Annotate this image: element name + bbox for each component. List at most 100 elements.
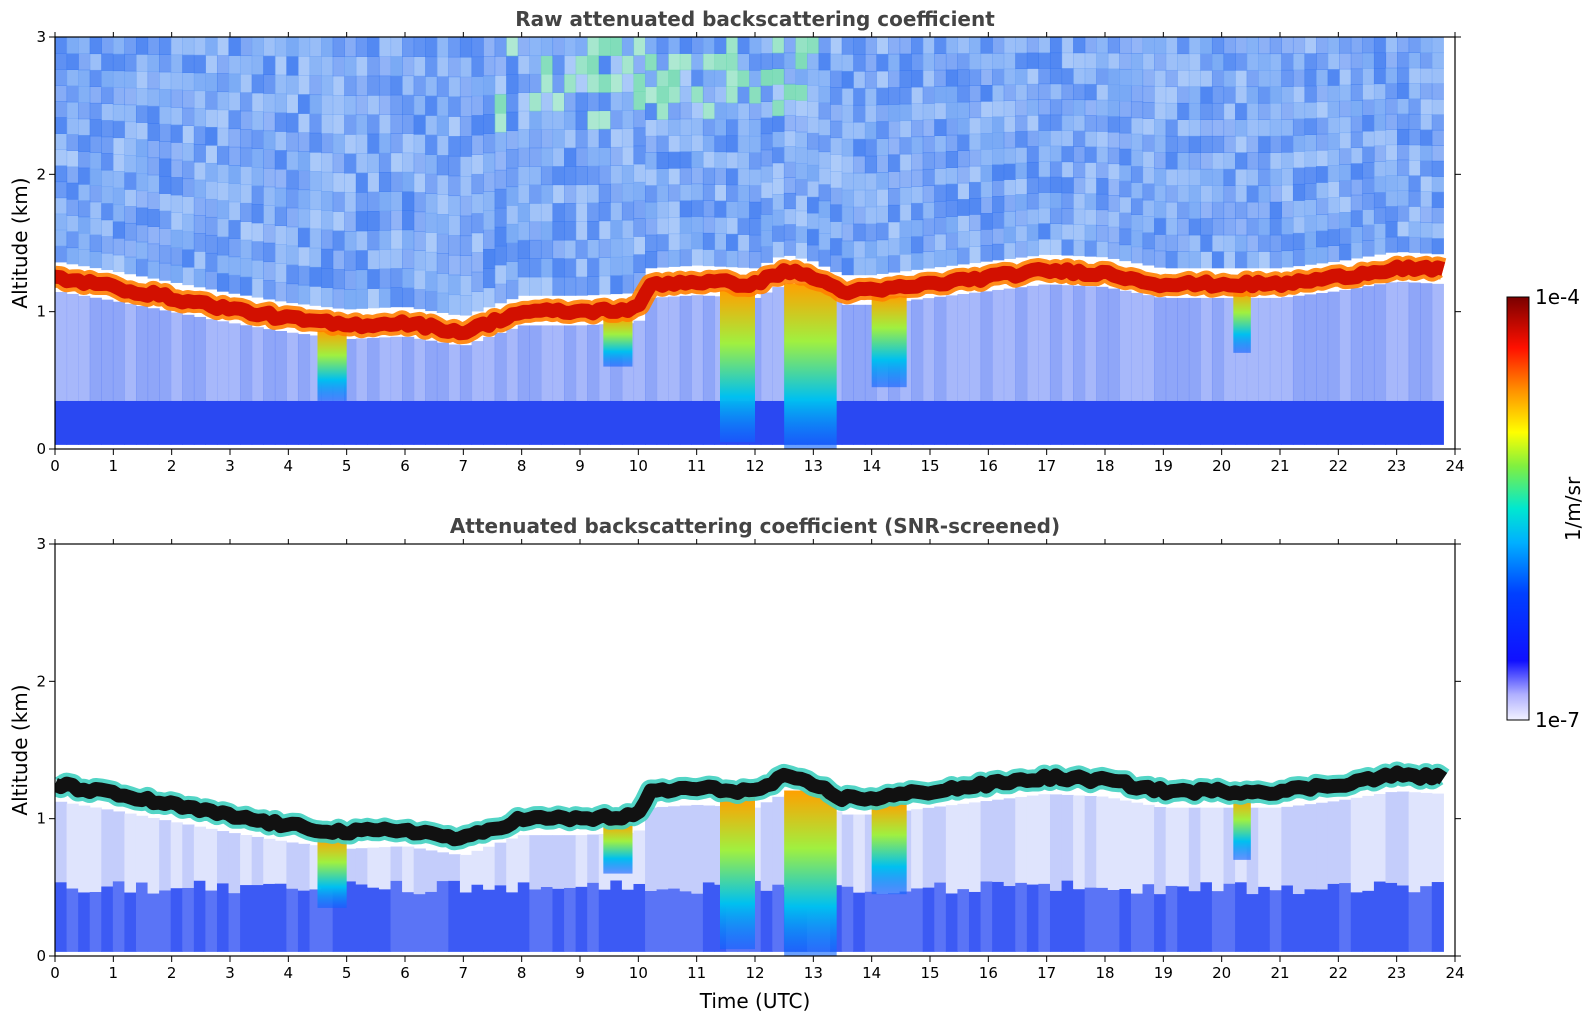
sky-noise-cell bbox=[945, 37, 959, 54]
sky-noise-cell bbox=[1316, 117, 1329, 135]
sky-noise-cell bbox=[1165, 102, 1178, 120]
sky-noise-cell bbox=[911, 236, 924, 254]
sky-noise-cell bbox=[216, 182, 230, 201]
sky-noise-cell bbox=[124, 87, 137, 106]
sky-noise-cell bbox=[216, 272, 230, 292]
sky-noise-cell bbox=[378, 133, 392, 154]
surface-layer-cell bbox=[621, 400, 635, 445]
sky-noise-cell bbox=[1038, 83, 1051, 100]
screened-mid-cell bbox=[436, 852, 449, 882]
colorbar: 1e-4 1e-7 1/m/sr bbox=[1506, 285, 1585, 732]
sky-noise-cell bbox=[934, 86, 947, 104]
sky-noise-cell bbox=[459, 215, 473, 237]
sky-noise-cell bbox=[1119, 132, 1132, 150]
sky-noise-cell bbox=[367, 95, 380, 115]
sky-noise-cell bbox=[807, 52, 820, 70]
boundary-layer-cell bbox=[112, 301, 126, 401]
sky-noise-cell bbox=[841, 70, 854, 89]
sky-noise-cell bbox=[506, 130, 519, 150]
screened-mid-cell bbox=[1420, 792, 1433, 887]
sky-noise-cell bbox=[205, 270, 218, 290]
sky-noise-cell bbox=[297, 189, 311, 210]
x-tick-label: 16 bbox=[979, 964, 998, 982]
sky-noise-cell bbox=[332, 191, 345, 212]
sky-noise-cell bbox=[402, 133, 415, 154]
sky-noise-cell bbox=[980, 213, 993, 230]
sky-noise-cell bbox=[55, 165, 68, 183]
x-tick-label: 1 bbox=[109, 964, 119, 982]
sky-noise-cell bbox=[89, 135, 102, 153]
sky-noise-cell bbox=[772, 84, 785, 101]
sky-noise-cell bbox=[772, 52, 785, 70]
sky-noise-cell bbox=[367, 37, 380, 57]
sky-noise-cell bbox=[135, 156, 149, 175]
sky-noise-cell bbox=[1049, 176, 1063, 193]
sky-noise-cell bbox=[1188, 102, 1201, 120]
boundary-layer-cell bbox=[1373, 284, 1387, 401]
sky-noise-cell bbox=[749, 251, 762, 269]
sky-noise-cell bbox=[911, 219, 924, 237]
sky-noise-cell bbox=[182, 54, 195, 73]
sky-noise-cell bbox=[344, 37, 357, 58]
sky-noise-cell bbox=[830, 137, 843, 155]
sky-noise-cell bbox=[853, 172, 866, 191]
x-tick-label: 17 bbox=[1037, 457, 1056, 475]
boundary-layer-cell bbox=[1211, 297, 1225, 401]
sky-noise-cell bbox=[1350, 163, 1363, 180]
sky-noise-cell bbox=[598, 238, 611, 258]
sky-noise-cell bbox=[552, 239, 565, 259]
sky-noise-cell bbox=[1211, 218, 1225, 236]
surface-layer-cell bbox=[1107, 400, 1120, 445]
sky-noise-cell bbox=[251, 166, 264, 187]
sky-noise-cell bbox=[726, 168, 739, 186]
cloud-layer-band bbox=[55, 259, 1446, 341]
sky-noise-cell bbox=[448, 294, 461, 315]
aerosol-layer-cell bbox=[517, 882, 530, 952]
sky-noise-cell bbox=[506, 111, 519, 132]
sky-noise-cell bbox=[1420, 222, 1433, 239]
sky-noise-cell bbox=[980, 197, 993, 214]
sky-noise-cell bbox=[934, 37, 947, 54]
sky-noise-cell bbox=[691, 183, 704, 201]
sky-noise-cell bbox=[1061, 68, 1074, 85]
sky-noise-cell bbox=[390, 56, 403, 77]
sky-noise-cell bbox=[459, 255, 473, 276]
sky-noise-cell bbox=[494, 37, 507, 57]
sky-noise-cell bbox=[367, 133, 380, 154]
sky-noise-cell bbox=[575, 147, 588, 167]
sky-noise-cell bbox=[714, 216, 727, 234]
screened-mid-cell bbox=[772, 796, 785, 885]
sky-noise-cell bbox=[691, 167, 704, 185]
sky-noise-cell bbox=[147, 140, 160, 159]
sky-noise-cell bbox=[1246, 168, 1259, 186]
sky-noise-cell bbox=[112, 70, 126, 88]
surface-layer-cell bbox=[251, 400, 264, 445]
sky-noise-cell bbox=[494, 150, 507, 171]
sky-noise-cell bbox=[135, 139, 149, 158]
sky-noise-cell bbox=[483, 133, 496, 154]
sky-noise-cell bbox=[598, 183, 611, 203]
sky-noise-cell bbox=[1200, 168, 1213, 186]
boundary-layer-cell bbox=[772, 287, 785, 401]
sky-noise-cell bbox=[575, 55, 588, 75]
sky-noise-cell bbox=[552, 92, 565, 112]
sky-noise-cell bbox=[552, 110, 565, 130]
sky-noise-cell bbox=[263, 186, 276, 206]
sky-noise-cell bbox=[610, 146, 623, 166]
sky-noise-cell bbox=[980, 117, 993, 134]
sky-noise-cell bbox=[1246, 185, 1259, 203]
sky-noise-cell bbox=[1292, 85, 1306, 103]
aerosol-layer-cell bbox=[760, 890, 773, 952]
sky-noise-cell bbox=[1084, 240, 1097, 257]
sky-noise-cell bbox=[297, 265, 311, 286]
sky-noise-cell bbox=[691, 248, 704, 266]
sky-noise-cell bbox=[610, 201, 623, 221]
sky-noise-cell bbox=[922, 69, 935, 88]
sky-noise-cell bbox=[471, 173, 484, 195]
sky-noise-cell bbox=[1061, 192, 1074, 209]
sky-noise-cell bbox=[309, 151, 322, 172]
sky-noise-cell bbox=[679, 151, 692, 169]
sky-noise-cell bbox=[1188, 135, 1201, 153]
sky-noise-cell bbox=[124, 189, 137, 207]
sky-noise-cell bbox=[494, 74, 507, 95]
